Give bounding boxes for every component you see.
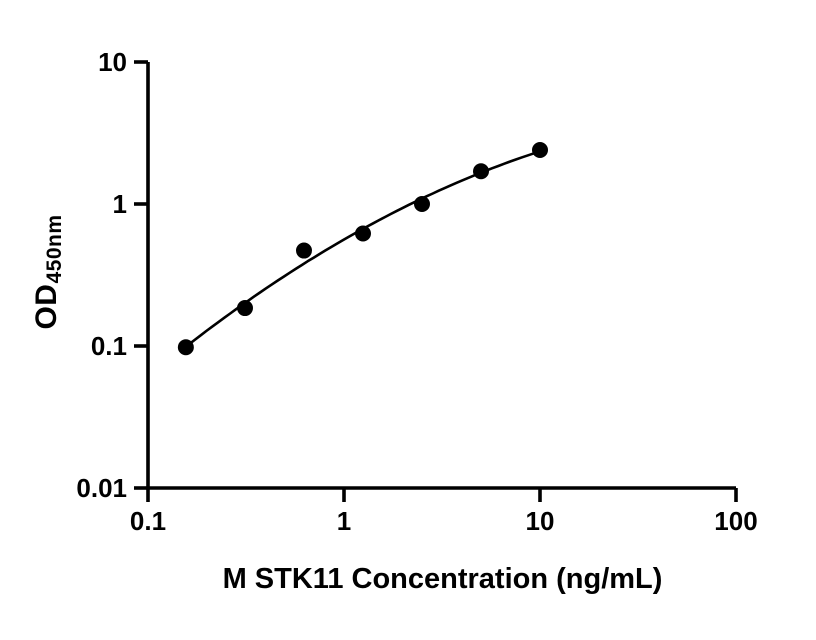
y-axis-label-main: OD [30, 283, 63, 330]
y-tick-label: 0.1 [91, 331, 127, 361]
y-tick-label: 1 [113, 189, 127, 219]
x-tick-label: 0.1 [130, 506, 166, 536]
x-tick-label: 1 [337, 506, 351, 536]
data-point [295, 242, 312, 259]
data-point [236, 300, 253, 317]
data-point [532, 142, 548, 159]
data-point [354, 225, 371, 242]
y-tick-label: 10 [98, 47, 127, 77]
y-axis-label: OD450nm [30, 214, 66, 330]
y-axis-label-subscript: 450nm [43, 214, 66, 284]
data-point [413, 196, 430, 212]
x-axis-label: M STK11 Concentration (ng/mL) [222, 563, 663, 595]
x-tick-label: 100 [714, 506, 757, 536]
y-tick-label: 0.01 [76, 473, 127, 503]
axis-lines [146, 62, 736, 490]
data-point [177, 339, 194, 356]
data-point [472, 163, 489, 180]
x-tick-label: 10 [526, 506, 555, 536]
fitted-curve [181, 150, 541, 351]
